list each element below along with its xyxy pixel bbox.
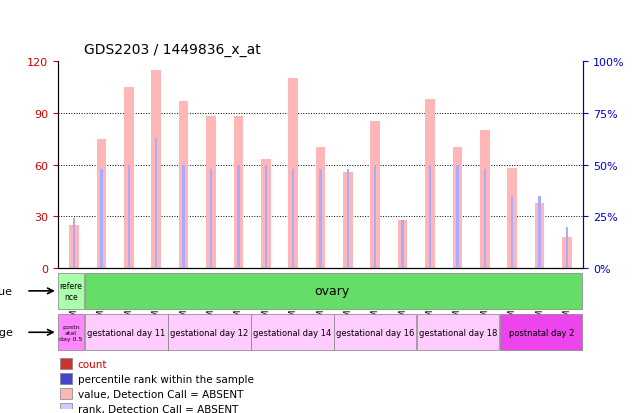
Text: gestational day 14: gestational day 14	[253, 328, 331, 337]
Bar	[319, 169, 322, 268]
Bar	[453, 148, 462, 268]
Bar	[60, 404, 72, 413]
Bar	[58, 273, 84, 309]
Text: age: age	[0, 328, 13, 337]
Bar	[370, 122, 380, 268]
Bar	[501, 315, 583, 350]
Bar	[251, 315, 333, 350]
Bar	[429, 165, 431, 268]
Bar	[401, 221, 404, 268]
Bar	[538, 196, 541, 268]
Bar	[417, 315, 499, 350]
Bar	[347, 169, 349, 268]
Text: postnatal day 2: postnatal day 2	[509, 328, 574, 337]
Bar	[343, 172, 353, 268]
Bar	[562, 237, 572, 268]
Bar	[288, 79, 298, 268]
Bar	[60, 373, 72, 384]
Text: GDS2203 / 1449836_x_at: GDS2203 / 1449836_x_at	[84, 43, 261, 57]
Bar	[398, 220, 408, 268]
Bar	[69, 225, 79, 268]
Bar	[58, 315, 84, 350]
Bar	[169, 315, 251, 350]
Bar	[206, 117, 216, 268]
Text: gestational day 16: gestational day 16	[337, 328, 415, 337]
Bar	[60, 389, 72, 399]
Text: gestational day 11: gestational day 11	[87, 328, 165, 337]
Bar	[292, 169, 294, 268]
Bar	[456, 165, 458, 268]
Bar	[97, 140, 106, 268]
Bar	[265, 165, 267, 268]
Bar	[183, 165, 185, 268]
Bar	[535, 203, 544, 268]
Text: ovary: ovary	[314, 285, 349, 298]
Bar	[233, 117, 243, 268]
Text: count: count	[78, 359, 107, 369]
Text: refere
nce: refere nce	[60, 282, 82, 301]
Bar	[374, 165, 376, 268]
Bar	[483, 169, 486, 268]
Bar	[100, 169, 103, 268]
Bar	[73, 219, 75, 268]
Bar	[566, 227, 568, 268]
Bar	[210, 169, 212, 268]
Text: gestational day 18: gestational day 18	[419, 328, 497, 337]
Bar	[151, 71, 161, 268]
Bar	[124, 88, 134, 268]
Text: postn
atal
day 0.5: postn atal day 0.5	[59, 324, 83, 341]
Bar	[128, 165, 130, 268]
Text: tissue: tissue	[0, 286, 13, 296]
Bar	[60, 358, 72, 369]
Text: value, Detection Call = ABSENT: value, Detection Call = ABSENT	[78, 389, 243, 399]
Bar	[155, 138, 158, 268]
Bar	[335, 315, 417, 350]
Text: gestational day 12: gestational day 12	[171, 328, 249, 337]
Bar	[85, 315, 167, 350]
Bar	[316, 148, 325, 268]
Bar	[237, 165, 240, 268]
Bar	[261, 160, 271, 268]
Text: percentile rank within the sample: percentile rank within the sample	[78, 374, 254, 384]
Bar	[511, 196, 513, 268]
Bar	[507, 169, 517, 268]
Bar	[179, 102, 188, 268]
Text: rank, Detection Call = ABSENT: rank, Detection Call = ABSENT	[78, 404, 238, 413]
Bar	[425, 100, 435, 268]
Bar	[480, 131, 490, 268]
